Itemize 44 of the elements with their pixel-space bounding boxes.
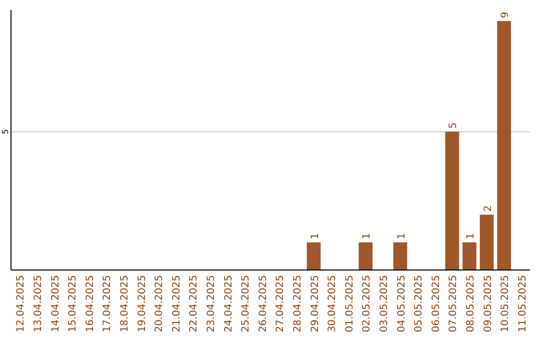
data-label: 9 [500, 12, 512, 18]
x-tick-label: 08.05.2025 [465, 275, 476, 332]
x-tick-label: 15.04.2025 [68, 275, 79, 332]
data-label: 2 [482, 205, 494, 212]
x-tick-label: 30.04.2025 [327, 275, 338, 332]
x-tick-label: 19.04.2025 [136, 275, 148, 332]
x-tick-label: 02.05.2025 [362, 275, 373, 332]
bar [393, 242, 408, 270]
x-tick-label: 17.04.2025 [102, 275, 114, 332]
bar [480, 214, 494, 270]
data-label: 1 [362, 232, 373, 240]
x-tick-label: 01.05.2025 [344, 275, 356, 332]
x-tick-label: 21.04.2025 [171, 275, 182, 332]
x-tick-label: 16.04.2025 [84, 275, 96, 332]
x-tick-label: 13.04.2025 [32, 275, 44, 332]
x-tick-label: 06.05.2025 [430, 275, 442, 332]
x-tick-label: 25.04.2025 [240, 275, 252, 332]
x-tick-label: 05.05.2025 [414, 275, 425, 332]
x-tick-label: 28.04.2025 [292, 275, 304, 332]
x-tick-label: 14.04.2025 [50, 275, 62, 332]
x-tick-label: 04.05.2025 [396, 275, 408, 332]
bar [306, 242, 321, 270]
x-tick-label: 20.04.2025 [154, 275, 166, 332]
bar [358, 242, 373, 270]
x-tick-label: 27.04.2025 [275, 275, 286, 332]
x-tick-label: 10.05.2025 [500, 275, 512, 332]
data-label: 1 [396, 232, 408, 240]
bar [445, 132, 460, 270]
x-tick-label: 24.04.2025 [223, 275, 234, 332]
x-tick-label: 03.05.2025 [378, 275, 390, 332]
x-tick-label: 09.05.2025 [482, 275, 494, 332]
x-tick-label: 12.04.2025 [16, 275, 27, 332]
x-tick-label: 22.04.2025 [188, 275, 200, 332]
x-tick-label: 18.04.2025 [119, 275, 130, 332]
data-label: 1 [465, 232, 476, 240]
x-tick-label: 29.04.2025 [310, 275, 321, 332]
bar [497, 21, 511, 270]
x-tick-label: 26.04.2025 [258, 275, 269, 332]
data-label: 5 [448, 122, 460, 129]
x-tick-label: 07.05.2025 [448, 275, 460, 332]
x-tick-label: 11.05.2025 [517, 275, 528, 332]
data-label: 1 [310, 232, 321, 240]
x-tick-label: 23.04.2025 [206, 275, 217, 332]
bar [462, 242, 476, 270]
